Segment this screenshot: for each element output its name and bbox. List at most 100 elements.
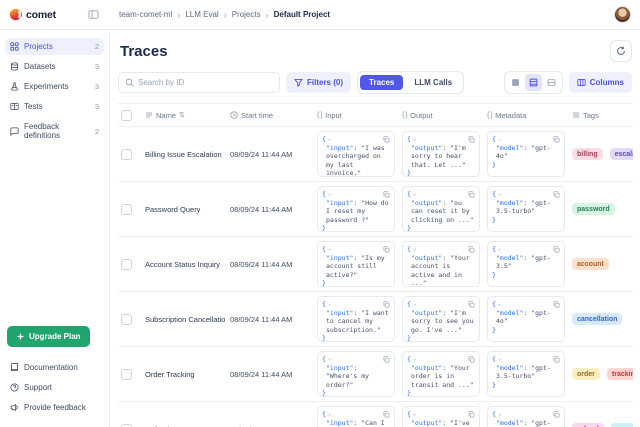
table-row[interactable]: Order Tracking 08/09/24 11:44 AM {⌄ "inp…	[118, 347, 633, 402]
table-row[interactable]: Password Query 08/09/24 11:44 AM {⌄ "inp…	[118, 182, 633, 237]
expand-chevron-icon[interactable]: ⌄	[497, 190, 502, 198]
column-header-start-time[interactable]: Start time	[241, 110, 274, 120]
columns-button[interactable]: Columns	[568, 72, 632, 93]
copy-icon[interactable]	[468, 190, 475, 198]
trace-name[interactable]: Account Status Inquiry	[145, 259, 221, 269]
column-header-name[interactable]: Name	[156, 110, 177, 120]
row-height-small-button[interactable]	[507, 74, 524, 91]
refresh-button[interactable]	[610, 40, 632, 62]
expand-chevron-icon[interactable]: ⌄	[327, 245, 332, 253]
column-header-output[interactable]: Output	[410, 110, 433, 120]
metadata-cell[interactable]: {⌄ "model": "gpt-4o" }	[487, 296, 565, 342]
input-cell[interactable]: {⌄ "input": "I want to cancel my subscri…	[317, 296, 395, 342]
row-height-medium-button[interactable]	[524, 74, 542, 91]
copy-icon[interactable]	[553, 300, 560, 308]
input-cell[interactable]: {⌄ "input": "How do I reset my password …	[317, 186, 395, 232]
input-cell[interactable]: {⌄ "input": "I was overcharged on my las…	[317, 131, 395, 177]
metadata-cell[interactable]: {⌄ "model": "gpt-3.5" }	[487, 241, 565, 287]
trace-name[interactable]: Subscription Cancellation	[145, 314, 226, 324]
sidebar-item-feedback-definitions[interactable]: Feedback definitions 2	[5, 118, 104, 144]
tag-badge[interactable]: order	[572, 368, 600, 380]
copy-icon[interactable]	[383, 135, 390, 143]
expand-chevron-icon[interactable]: ⌄	[327, 135, 332, 143]
row-checkbox[interactable]	[121, 313, 132, 325]
tag-badge[interactable]: refund	[572, 423, 604, 427]
metadata-cell[interactable]: {⌄ "model": "gpt-3.5-turbo" }	[487, 351, 565, 397]
copy-icon[interactable]	[468, 135, 475, 143]
tag-badge[interactable]: tracking	[606, 368, 633, 380]
table-row[interactable]: Subscription Cancellation 08/09/24 11:44…	[118, 292, 633, 347]
trace-name[interactable]: Refund Request	[145, 425, 199, 427]
column-header-input[interactable]: Input	[325, 110, 342, 120]
copy-icon[interactable]	[383, 355, 390, 363]
sidebar-item-datasets[interactable]: Datasets 3	[5, 58, 104, 75]
comet-logo[interactable]: comet	[9, 8, 56, 21]
output-cell[interactable]: {⌄ "output": "I've submitted your refund…	[402, 406, 480, 427]
copy-icon[interactable]	[553, 135, 560, 143]
tag-badge[interactable]: account	[572, 258, 609, 270]
expand-chevron-icon[interactable]: ⌄	[412, 410, 417, 418]
copy-icon[interactable]	[468, 245, 475, 253]
input-cell[interactable]: {⌄ "input": "Can I get a refund for my l…	[317, 406, 395, 427]
copy-icon[interactable]	[383, 190, 390, 198]
output-cell[interactable]: {⌄ "output": "ou can reset it by clickin…	[402, 186, 480, 232]
sidebar-item-documentation[interactable]: Documentation	[5, 359, 104, 376]
breadcrumb-project-group[interactable]: LLM Eval	[185, 10, 219, 19]
upgrade-plan-button[interactable]: Upgrade Plan	[7, 326, 90, 347]
sort-icon[interactable]: ⇅	[179, 112, 185, 119]
expand-chevron-icon[interactable]: ⌄	[327, 190, 332, 198]
input-cell[interactable]: {⌄ "input": "Where's my order?" }	[317, 351, 395, 397]
row-checkbox[interactable]	[121, 203, 132, 215]
metadata-cell[interactable]: {⌄ "model": "gpt-4o" }	[487, 131, 565, 177]
tag-badge[interactable]: request	[610, 423, 633, 427]
input-cell[interactable]: {⌄ "input": "Is my account still active?…	[317, 241, 395, 287]
copy-icon[interactable]	[553, 355, 560, 363]
search-input[interactable]	[138, 78, 273, 87]
output-cell[interactable]: {⌄ "output": "Your account is active and…	[402, 241, 480, 287]
sidebar-item-provide-feedback[interactable]: Provide feedback	[5, 399, 104, 416]
sidebar-item-support[interactable]: Support	[5, 379, 104, 396]
copy-icon[interactable]	[383, 300, 390, 308]
expand-chevron-icon[interactable]: ⌄	[412, 355, 417, 363]
filters-button[interactable]: Filters (0)	[286, 72, 352, 93]
column-header-tags[interactable]: Tags	[583, 110, 599, 120]
table-row[interactable]: Refund Request 08/09/24 11:44 AM {⌄ "inp…	[118, 402, 633, 427]
copy-icon[interactable]	[553, 410, 560, 418]
row-checkbox[interactable]	[121, 423, 132, 427]
row-checkbox[interactable]	[121, 258, 132, 270]
expand-chevron-icon[interactable]: ⌄	[497, 300, 502, 308]
output-cell[interactable]: {⌄ "output": "Your order is in transit a…	[402, 351, 480, 397]
expand-chevron-icon[interactable]: ⌄	[497, 410, 502, 418]
copy-icon[interactable]	[468, 355, 475, 363]
tag-badge[interactable]: billing	[572, 148, 603, 160]
select-all-checkbox[interactable]	[121, 109, 132, 121]
copy-icon[interactable]	[468, 410, 475, 418]
tag-badge[interactable]: escalation	[609, 148, 633, 160]
row-height-large-button[interactable]	[543, 74, 560, 91]
search-box[interactable]	[118, 72, 280, 93]
expand-chevron-icon[interactable]: ⌄	[412, 300, 417, 308]
expand-chevron-icon[interactable]: ⌄	[497, 245, 502, 253]
expand-chevron-icon[interactable]: ⌄	[327, 355, 332, 363]
trace-name[interactable]: Password Query	[145, 204, 201, 214]
expand-chevron-icon[interactable]: ⌄	[497, 135, 502, 143]
column-header-metadata[interactable]: Metadata	[495, 110, 527, 120]
tag-badge[interactable]: password	[572, 203, 615, 215]
sidebar-item-experiments[interactable]: Experiments 3	[5, 78, 104, 95]
expand-chevron-icon[interactable]: ⌄	[327, 300, 332, 308]
sidebar-collapse-icon[interactable]	[86, 8, 100, 22]
copy-icon[interactable]	[553, 190, 560, 198]
expand-chevron-icon[interactable]: ⌄	[412, 135, 417, 143]
user-avatar[interactable]	[614, 6, 631, 23]
tag-badge[interactable]: cancellation	[572, 313, 623, 325]
breadcrumb-workspace[interactable]: team-comet-ml	[119, 10, 173, 19]
table-row[interactable]: Billing Issue Escalation 08/09/24 11:44 …	[118, 127, 633, 182]
tab-llm-calls[interactable]: LLM Calls	[405, 75, 461, 90]
sidebar-item-tests[interactable]: Tests 3	[5, 98, 104, 115]
sidebar-item-projects[interactable]: Projects 2	[5, 38, 104, 55]
expand-chevron-icon[interactable]: ⌄	[497, 355, 502, 363]
trace-name[interactable]: Billing Issue Escalation	[145, 149, 222, 159]
row-checkbox[interactable]	[121, 148, 132, 160]
tab-traces[interactable]: Traces	[360, 75, 404, 90]
metadata-cell[interactable]: {⌄ "model": "gpt-3.5" }	[487, 406, 565, 427]
